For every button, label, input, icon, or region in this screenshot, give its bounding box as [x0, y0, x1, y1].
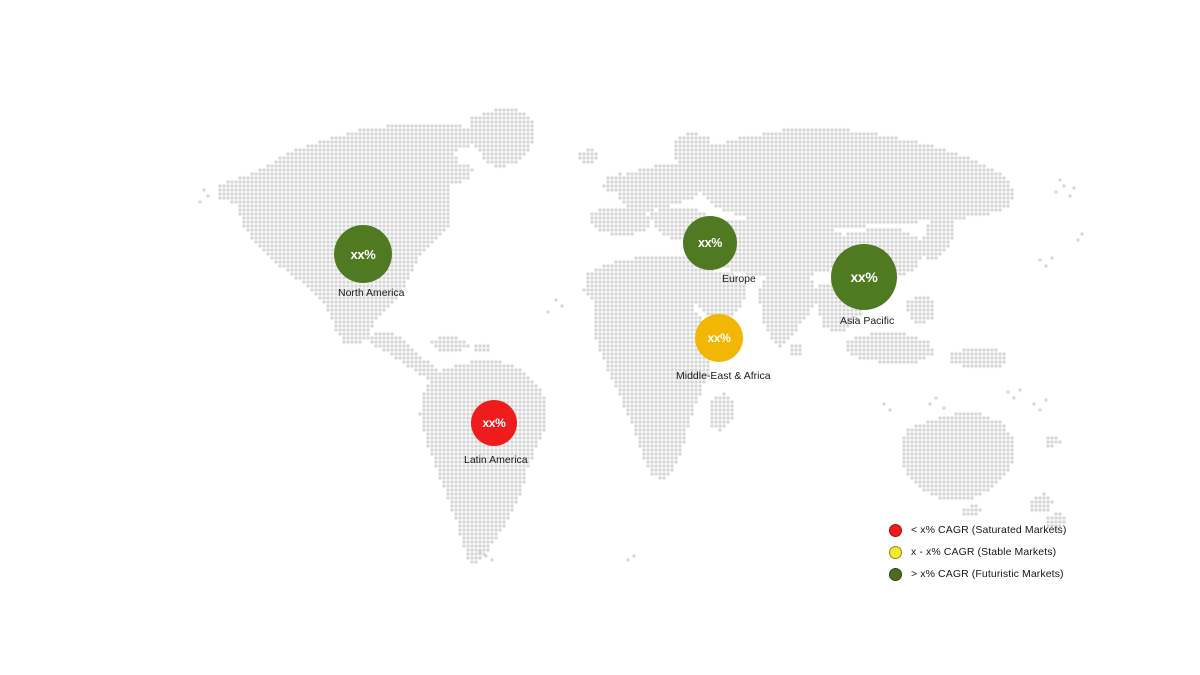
- region-label-middle-east-africa: Middle-East & Africa: [676, 370, 771, 382]
- region-label-europe: Europe: [722, 273, 756, 285]
- legend: < x% CAGR (Saturated Markets) x - x% CAGR…: [889, 519, 1067, 585]
- legend-label-stable: x - x% CAGR (Stable Markets): [911, 546, 1057, 558]
- legend-dot-saturated-icon: [889, 523, 902, 537]
- bubble-value-latin-america: xx%: [482, 416, 506, 430]
- region-label-north-america: North America: [338, 287, 405, 299]
- legend-item-stable[interactable]: x - x% CAGR (Stable Markets): [889, 541, 1067, 563]
- region-label-asia-pacific: Asia Pacific: [840, 315, 895, 327]
- legend-label-saturated: < x% CAGR (Saturated Markets): [911, 524, 1067, 536]
- bubble-europe[interactable]: xx%: [683, 216, 737, 270]
- bubble-middle-east-africa[interactable]: xx%: [695, 314, 743, 362]
- bubble-value-europe: xx%: [697, 235, 723, 250]
- bubble-value-north-america: xx%: [350, 246, 376, 262]
- region-label-latin-america: Latin America: [464, 454, 528, 466]
- legend-label-futuristic: > x% CAGR (Futuristic Markets): [911, 568, 1064, 580]
- bubble-north-america[interactable]: xx%: [334, 225, 392, 283]
- legend-dot-futuristic-icon: [889, 567, 902, 581]
- bubble-value-asia-pacific: xx%: [850, 269, 878, 285]
- legend-item-saturated[interactable]: < x% CAGR (Saturated Markets): [889, 519, 1067, 541]
- legend-item-futuristic[interactable]: > x% CAGR (Futuristic Markets): [889, 563, 1067, 585]
- bubble-latin-america[interactable]: xx%: [471, 400, 517, 446]
- legend-dot-stable-icon: [889, 545, 902, 559]
- bubble-asia-pacific[interactable]: xx%: [831, 244, 897, 310]
- bubble-value-middle-east-africa: xx%: [707, 331, 731, 345]
